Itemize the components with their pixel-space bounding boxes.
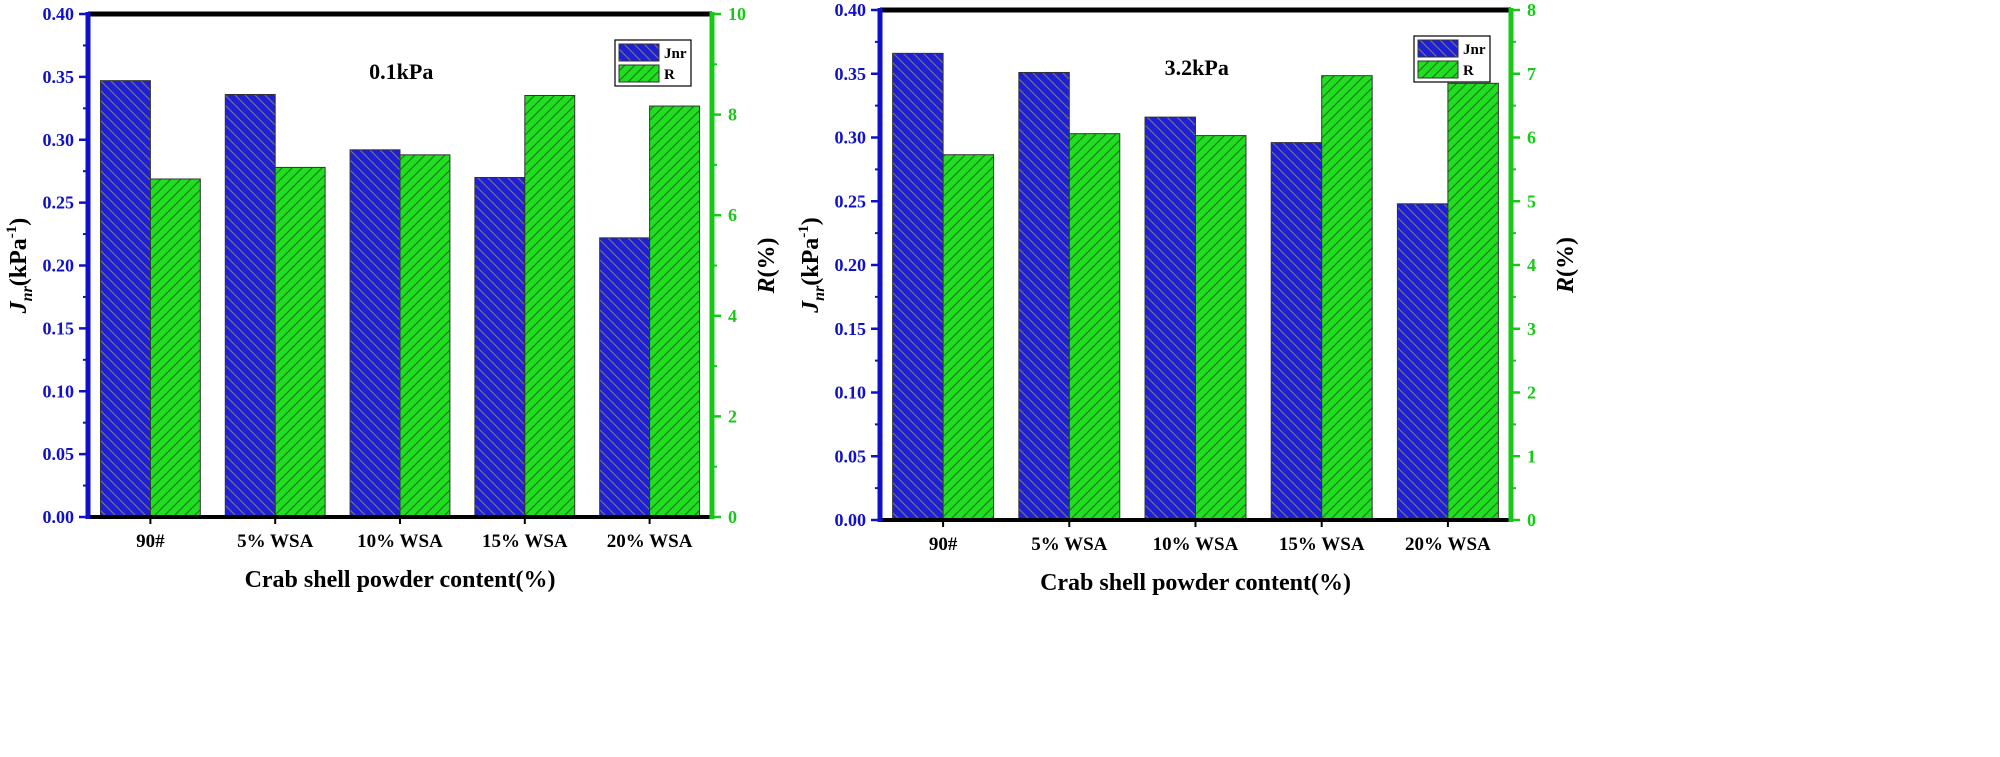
bar-r-3 <box>399 154 451 518</box>
right-y-tick-label-4: 8 <box>728 105 737 125</box>
bar-r-1 <box>942 154 995 521</box>
x-tick-label-4: 15% WSA <box>1279 534 1365 555</box>
right-y-tick-label-0: 0 <box>728 507 737 527</box>
right-y-tick-label-8: 8 <box>1527 0 1536 20</box>
bar-jnr-5 <box>599 237 651 518</box>
left-y-tick-label-5: 0.25 <box>835 191 867 211</box>
legend-swatch-jnr <box>1417 39 1459 58</box>
legend-label-r: R <box>1463 63 1474 79</box>
left-y-axis-label: Jnr(kPa-1) <box>796 217 828 314</box>
right-y-axis-label: R(%) <box>1553 237 1579 294</box>
left-y-tick-label-3: 0.15 <box>835 319 867 339</box>
right-y-tick-label-3: 3 <box>1527 319 1536 339</box>
left-y-tick-label-1: 0.05 <box>43 444 75 464</box>
left-y-tick-label-6: 0.30 <box>43 130 75 150</box>
chart-panel-1: 90# 5% WSA 10% WSA 15% WSA 20% WSA 0.00 0.05 0.… <box>4 4 780 593</box>
x-tick-label-2: 5% WSA <box>237 531 313 552</box>
x-tick-label-3: 10% WSA <box>357 531 443 552</box>
x-tick-label-1: 90# <box>136 531 165 552</box>
bar-jnr-5 <box>1396 203 1449 521</box>
bar-r-3 <box>1195 135 1247 521</box>
bar-jnr-3 <box>1144 116 1197 521</box>
bar-r-5 <box>1447 82 1499 521</box>
legend-swatch-jnr <box>618 43 660 62</box>
right-y-tick-label-5: 10 <box>728 4 746 24</box>
x-axis-label: Crab shell powder content(%) <box>245 567 556 593</box>
x-tick-label-5: 20% WSA <box>1405 534 1491 555</box>
x-tick-label-3: 10% WSA <box>1153 534 1239 555</box>
right-y-tick-label-3: 6 <box>728 205 737 225</box>
left-y-tick-label-4: 0.20 <box>43 256 75 276</box>
legend: Jnr R <box>1413 35 1491 83</box>
right-y-tick-label-2: 2 <box>1527 383 1536 403</box>
left-y-tick-label-8: 0.40 <box>43 4 75 24</box>
x-tick-label-4: 15% WSA <box>482 531 568 552</box>
bar-jnr-3 <box>349 149 401 518</box>
x-tick-label-2: 5% WSA <box>1031 534 1107 555</box>
right-y-tick-label-6: 6 <box>1527 128 1536 148</box>
bar-r-1 <box>149 178 201 518</box>
bar-r-4 <box>524 94 576 518</box>
right-y-tick-label-4: 4 <box>1527 255 1536 275</box>
x-axis-label: Crab shell powder content(%) <box>1040 570 1351 596</box>
bar-jnr-2 <box>1018 71 1070 521</box>
left-y-tick-label-5: 0.25 <box>43 193 75 213</box>
left-y-tick-label-7: 0.35 <box>43 67 75 87</box>
left-y-tick-label-1: 0.05 <box>835 446 867 466</box>
bar-jnr-1 <box>892 52 944 521</box>
right-y-tick-label-1: 1 <box>1527 446 1536 466</box>
bar-r-5 <box>649 105 701 518</box>
right-y-tick-label-5: 5 <box>1527 191 1536 211</box>
left-y-tick-label-2: 0.10 <box>835 383 867 403</box>
bar-r-4 <box>1321 75 1373 521</box>
left-y-axis-label: Jnr(kPa-1) <box>4 218 36 315</box>
right-y-tick-label-7: 7 <box>1527 64 1536 84</box>
legend-swatch-r <box>1417 60 1459 79</box>
left-y-tick-label-2: 0.10 <box>43 381 75 401</box>
legend: Jnr R <box>614 39 692 87</box>
chart-title: 0.1kPa <box>369 59 433 84</box>
bar-r-2 <box>274 166 326 518</box>
x-tick-label-1: 90# <box>929 534 958 555</box>
bar-r-2 <box>1068 133 1121 521</box>
left-y-tick-label-7: 0.35 <box>835 64 867 84</box>
right-y-tick-label-0: 0 <box>1527 510 1536 530</box>
legend-label-jnr: Jnr <box>664 46 687 62</box>
left-y-tick-label-0: 0.00 <box>43 507 75 527</box>
bar-jnr-1 <box>99 80 151 518</box>
x-tick-label-5: 20% WSA <box>607 531 693 552</box>
bar-jnr-2 <box>224 93 276 518</box>
right-y-tick-label-1: 2 <box>728 406 737 426</box>
right-y-axis-label: R(%) <box>754 238 780 295</box>
bar-jnr-4 <box>1270 142 1323 521</box>
left-y-tick-label-3: 0.15 <box>43 318 75 338</box>
chart-title: 3.2kPa <box>1165 55 1229 80</box>
legend-label-r: R <box>664 67 675 83</box>
bar-jnr-4 <box>474 176 526 518</box>
right-y-tick-label-2: 4 <box>728 306 737 326</box>
chart-panel-2: 90# 5% WSA 10% WSA 15% WSA 20% WSA 0.00 0.05 0.… <box>796 0 1579 596</box>
left-y-tick-label-0: 0.00 <box>835 510 867 530</box>
left-y-tick-label-6: 0.30 <box>835 128 867 148</box>
legend-label-jnr: Jnr <box>1463 42 1486 58</box>
legend-swatch-r <box>618 64 660 83</box>
left-y-tick-label-4: 0.20 <box>835 255 867 275</box>
left-y-tick-label-8: 0.40 <box>835 0 867 20</box>
